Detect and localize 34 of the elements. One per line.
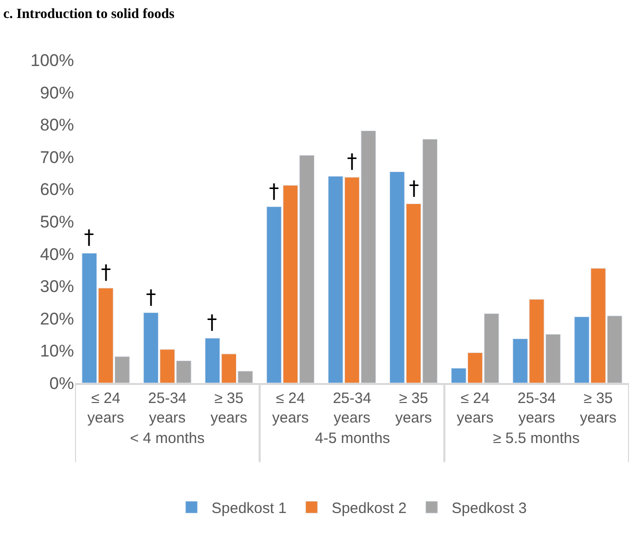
x-tick-label: ≥ 35 years <box>210 390 248 426</box>
annotation: † <box>409 176 419 200</box>
legend-label: Spedkost 1 <box>212 500 287 518</box>
x-tick-label: 25-34 years <box>148 390 187 426</box>
x-tick-label: ≤ 24 years <box>272 390 309 426</box>
y-tick-label: 40% <box>40 244 74 264</box>
annotation: † <box>347 149 357 173</box>
y-tick-label: 10% <box>40 342 74 361</box>
legend-label: Spedkost 2 <box>332 500 407 518</box>
annotation: † <box>84 225 94 249</box>
y-tick-label: 90% <box>40 83 74 102</box>
x-tick-label: 25-34 years <box>332 390 372 426</box>
x-tick-label: ≤ 24 years <box>87 390 124 426</box>
x-tick-label: ≤ 24 years <box>456 390 494 426</box>
y-tick-label: 70% <box>40 148 74 167</box>
y-tick-label: 20% <box>40 309 74 328</box>
y-tick-label: 0% <box>49 374 74 393</box>
y-tick-label: 30% <box>40 277 74 296</box>
text: 4-5 months <box>315 430 390 447</box>
text: ≥ 5.5 months <box>493 430 580 447</box>
annotation: † <box>101 260 111 284</box>
y-tick-label: 100% <box>30 50 74 70</box>
x-tick-label: 25-34 years <box>517 390 556 426</box>
chart-title: c. Introduction to solid foods <box>3 6 176 22</box>
y-tick-label: 80% <box>40 116 74 135</box>
x-tick-label: ≥ 35 years <box>395 390 432 426</box>
annotation: † <box>207 310 217 334</box>
y-tick-label: 60% <box>40 180 74 200</box>
text: < 4 months <box>130 430 205 447</box>
annotation: † <box>269 179 279 203</box>
x-tick-label: ≥ 35 years <box>580 390 617 426</box>
y-tick-label: 50% <box>40 212 74 232</box>
legend-label: Spedkost 3 <box>452 500 527 518</box>
annotation: † <box>146 285 156 309</box>
